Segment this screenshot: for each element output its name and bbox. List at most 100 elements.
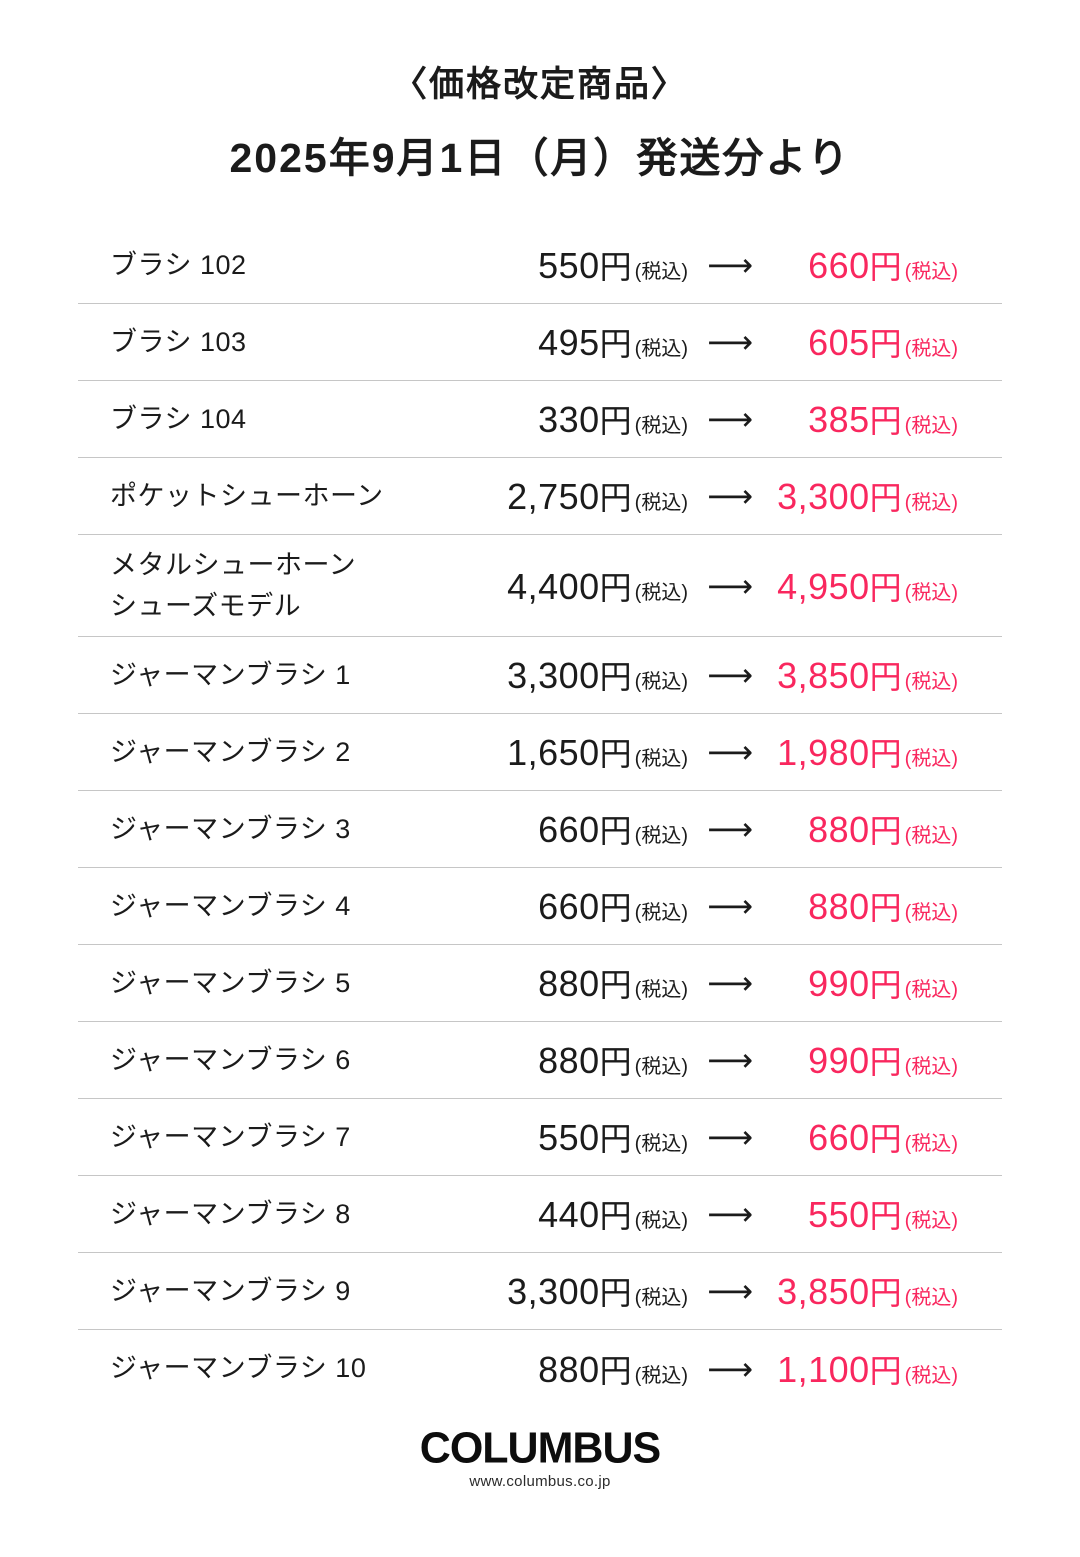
old-price-amount: 880 bbox=[538, 1040, 600, 1082]
right-arrow-icon: ⟶ bbox=[707, 811, 753, 848]
arrow-icon: ⟶ bbox=[688, 246, 772, 284]
yen-label: 円 bbox=[869, 326, 902, 363]
tax-included-label: (税込) bbox=[904, 1210, 958, 1233]
old-price: 880円 (税込) bbox=[473, 1037, 688, 1083]
table-row: ジャーマンブラシ 5 880円 (税込) ⟶ 990円 (税込) bbox=[78, 945, 1002, 1023]
tax-included-label: (税込) bbox=[904, 1133, 958, 1156]
table-row: ジャーマンブラシ 8 440円 (税込) ⟶ 550円 (税込) bbox=[78, 1176, 1002, 1254]
new-price-amount: 1,100 bbox=[777, 1348, 870, 1390]
arrow-icon: ⟶ bbox=[688, 887, 772, 925]
old-price-amount: 440 bbox=[538, 1194, 600, 1236]
new-price: 990円 (税込) bbox=[772, 960, 958, 1006]
table-row: ジャーマンブラシ 10 880円 (税込) ⟶ 1,100円 (税込) bbox=[78, 1330, 1002, 1407]
old-price: 550円 (税込) bbox=[473, 1114, 688, 1160]
tax-included-label: (税込) bbox=[634, 902, 688, 925]
new-price: 1,980円 (税込) bbox=[772, 729, 958, 775]
new-price: 3,850円 (税込) bbox=[772, 1268, 958, 1314]
new-price-amount: 605 bbox=[808, 322, 870, 364]
new-price: 3,300円 (税込) bbox=[772, 473, 958, 519]
yen-label: 円 bbox=[599, 1275, 632, 1312]
footer: COLUMBUS www.columbus.co.jp bbox=[0, 1426, 1080, 1490]
old-price-amount: 550 bbox=[538, 1117, 600, 1159]
product-name: ジャーマンブラシ 8 bbox=[110, 1198, 351, 1229]
right-arrow-icon: ⟶ bbox=[707, 324, 753, 361]
yen-label: 円 bbox=[869, 249, 902, 286]
old-price: 1,650円 (税込) bbox=[473, 729, 688, 775]
old-price-amount: 3,300 bbox=[507, 655, 600, 697]
arrow-icon: ⟶ bbox=[688, 323, 772, 361]
arrow-icon: ⟶ bbox=[688, 1118, 772, 1156]
yen-label: 円 bbox=[599, 736, 632, 773]
old-price: 495円 (税込) bbox=[473, 319, 688, 365]
arrow-icon: ⟶ bbox=[688, 964, 772, 1002]
old-price: 550円 (税込) bbox=[473, 242, 688, 288]
page-title: 〈価格改定商品〉 bbox=[391, 65, 688, 104]
yen-label: 円 bbox=[869, 1275, 902, 1312]
tax-included-label: (税込) bbox=[634, 748, 688, 771]
page-subtitle: 2025年9月1日（月）発送分より bbox=[229, 135, 851, 181]
product-name: ポケットシューホーン bbox=[110, 480, 384, 511]
old-price: 880円 (税込) bbox=[473, 1346, 688, 1392]
yen-label: 円 bbox=[599, 1352, 632, 1389]
new-price: 990円 (税込) bbox=[772, 1037, 958, 1083]
yen-label: 円 bbox=[869, 1121, 902, 1158]
yen-label: 円 bbox=[599, 659, 632, 696]
new-price: 880円 (税込) bbox=[772, 883, 958, 929]
old-price-amount: 1,650 bbox=[507, 732, 600, 774]
product-name: ブラシ 102 bbox=[110, 249, 247, 280]
old-price: 660円 (税込) bbox=[473, 806, 688, 852]
product-name: ジャーマンブラシ 7 bbox=[110, 1121, 351, 1152]
new-price: 660円 (税込) bbox=[772, 1114, 958, 1160]
new-price: 550円 (税込) bbox=[772, 1191, 958, 1237]
tax-included-label: (税込) bbox=[634, 1364, 688, 1387]
arrow-icon: ⟶ bbox=[688, 567, 772, 605]
new-price: 1,100円 (税込) bbox=[772, 1346, 958, 1392]
tax-included-label: (税込) bbox=[634, 261, 688, 284]
yen-label: 円 bbox=[599, 249, 632, 286]
old-price-amount: 2,750 bbox=[507, 476, 600, 518]
tax-included-label: (税込) bbox=[634, 1056, 688, 1079]
tax-included-label: (税込) bbox=[634, 1133, 688, 1156]
old-price-amount: 660 bbox=[538, 886, 600, 928]
old-price-amount: 495 bbox=[538, 322, 600, 364]
yen-label: 円 bbox=[869, 480, 902, 517]
old-price: 330円 (税込) bbox=[473, 396, 688, 442]
yen-label: 円 bbox=[869, 569, 902, 606]
yen-label: 円 bbox=[869, 659, 902, 696]
right-arrow-icon: ⟶ bbox=[707, 401, 753, 438]
tax-included-label: (税込) bbox=[904, 415, 958, 438]
new-price-amount: 990 bbox=[808, 1040, 870, 1082]
product-name: メタルシューホーン シューズモデル bbox=[110, 550, 357, 621]
yen-label: 円 bbox=[869, 736, 902, 773]
new-price-amount: 4,950 bbox=[777, 565, 870, 607]
yen-label: 円 bbox=[599, 1198, 632, 1235]
table-row: ジャーマンブラシ 4 660円 (税込) ⟶ 880円 (税込) bbox=[78, 868, 1002, 946]
arrow-icon: ⟶ bbox=[688, 1350, 772, 1388]
product-name: ジャーマンブラシ 10 bbox=[110, 1353, 367, 1384]
tax-included-label: (税込) bbox=[634, 825, 688, 848]
tax-included-label: (税込) bbox=[904, 581, 958, 604]
tax-included-label: (税込) bbox=[904, 748, 958, 771]
right-arrow-icon: ⟶ bbox=[707, 567, 753, 604]
table-row: ジャーマンブラシ 3 660円 (税込) ⟶ 880円 (税込) bbox=[78, 791, 1002, 869]
old-price: 2,750円 (税込) bbox=[473, 473, 688, 519]
new-price: 3,850円 (税込) bbox=[772, 652, 958, 698]
yen-label: 円 bbox=[869, 403, 902, 440]
new-price-amount: 660 bbox=[808, 1117, 870, 1159]
yen-label: 円 bbox=[599, 326, 632, 363]
new-price-amount: 550 bbox=[808, 1194, 870, 1236]
new-price-amount: 385 bbox=[808, 399, 870, 441]
table-row: ブラシ 104 330円 (税込) ⟶ 385円 (税込) bbox=[78, 381, 1002, 459]
tax-included-label: (税込) bbox=[904, 261, 958, 284]
tax-included-label: (税込) bbox=[634, 1210, 688, 1233]
arrow-icon: ⟶ bbox=[688, 656, 772, 694]
tax-included-label: (税込) bbox=[904, 338, 958, 361]
new-price-amount: 3,850 bbox=[777, 1271, 870, 1313]
tax-included-label: (税込) bbox=[904, 1364, 958, 1387]
tax-included-label: (税込) bbox=[634, 1287, 688, 1310]
table-row: ブラシ 103 495円 (税込) ⟶ 605円 (税込) bbox=[78, 304, 1002, 382]
old-price-amount: 880 bbox=[538, 1348, 600, 1390]
right-arrow-icon: ⟶ bbox=[707, 1350, 753, 1387]
tax-included-label: (税込) bbox=[904, 1287, 958, 1310]
tax-included-label: (税込) bbox=[904, 825, 958, 848]
